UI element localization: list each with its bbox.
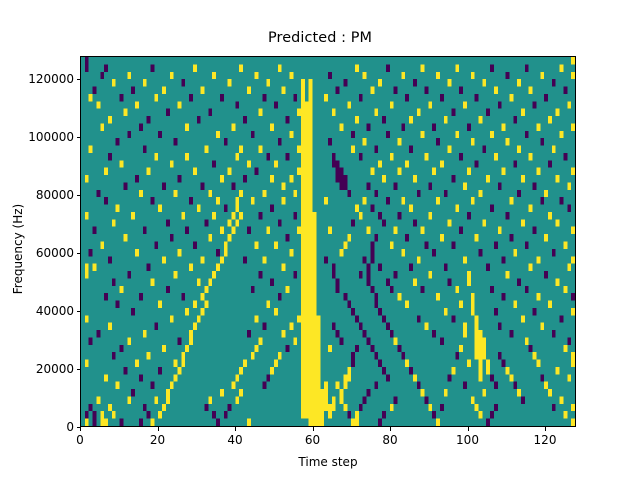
y-tick-mark — [76, 369, 80, 371]
x-tick-label: 100 — [456, 433, 479, 447]
heatmap-axes — [80, 56, 576, 427]
x-tick-mark — [312, 427, 314, 431]
y-tick-mark — [76, 427, 80, 428]
x-tick-label: 40 — [227, 433, 243, 447]
y-tick-mark — [76, 79, 80, 81]
x-tick-label: 80 — [382, 433, 398, 447]
x-tick-mark — [467, 427, 469, 431]
x-tick-mark — [80, 427, 81, 431]
x-tick-mark — [157, 427, 159, 431]
heatmap-image — [81, 57, 575, 426]
x-tick-label: 120 — [533, 433, 557, 447]
x-tick-mark — [235, 427, 236, 431]
y-tick-mark — [76, 253, 80, 255]
x-tick-label: 20 — [149, 433, 166, 447]
x-axis-label: Time step — [298, 455, 358, 469]
x-tick-label: 60 — [304, 433, 321, 447]
chart-title: Predicted : PM — [267, 30, 373, 46]
y-axis-label: Frequency (Hz) — [11, 203, 25, 294]
y-tick-label: 80000 — [35, 188, 74, 203]
y-tick-mark — [76, 137, 80, 139]
x-tick-mark — [390, 427, 391, 431]
y-tick-mark — [76, 195, 80, 197]
y-tick-label: 100000 — [28, 130, 74, 145]
y-tick-label: 20000 — [35, 362, 74, 377]
y-tick-label: 120000 — [28, 72, 74, 87]
y-tick-label: 40000 — [35, 304, 74, 319]
x-tick-label: 0 — [76, 433, 84, 447]
y-tick-label: 0 — [66, 420, 74, 434]
x-tick-mark — [545, 427, 546, 431]
y-tick-mark — [76, 311, 80, 313]
y-tick-label: 60000 — [35, 246, 74, 261]
